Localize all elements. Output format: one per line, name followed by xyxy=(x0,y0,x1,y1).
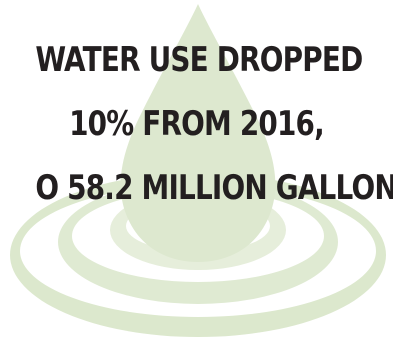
drop-shape xyxy=(120,4,276,262)
ripple-inner xyxy=(110,190,286,270)
headline-line-3: O 58.2 MILLION GALLON xyxy=(35,168,393,208)
headline-line-1: WATER USE DROPPED xyxy=(35,40,363,80)
headline-line-2: 10% FROM 2016, xyxy=(69,104,325,144)
